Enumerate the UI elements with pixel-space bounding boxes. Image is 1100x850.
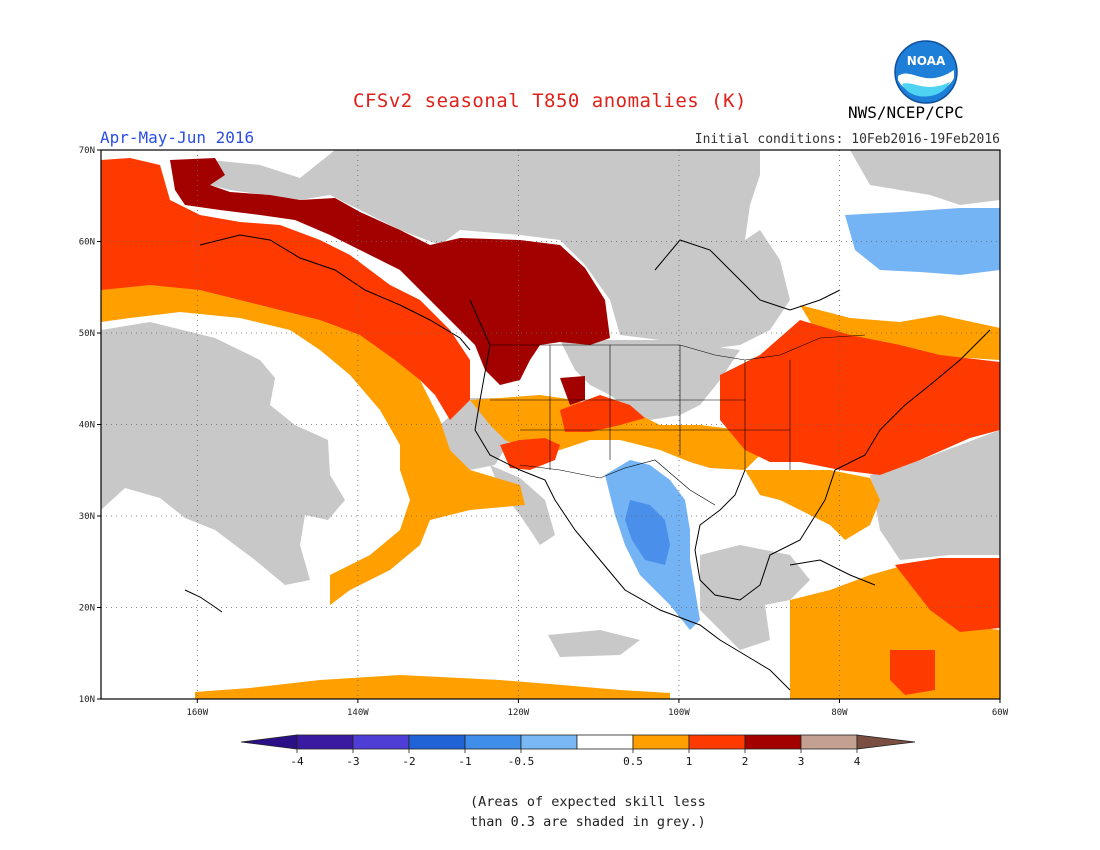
legend-swatch (408, 734, 466, 750)
coastlines (184, 234, 991, 691)
legend-swatch (464, 734, 522, 750)
legend-label: 0.5 (623, 755, 643, 768)
footnote-line-2: than 0.3 are shaded in grey.) (470, 814, 706, 830)
noaa-logo: NOAA (894, 40, 958, 104)
grey-east-pacific-small (548, 630, 640, 657)
darkred-plains (560, 376, 585, 405)
legend-label: -1 (458, 755, 471, 768)
longitude-ticks: 160W 140W 120W 100W 80W 60W (186, 699, 1009, 718)
lat-tick-label: 70N (79, 146, 95, 156)
lat-tick-label: 30N (79, 512, 95, 522)
coastline-gulf (694, 469, 826, 601)
lon-tick-label: 140W (347, 708, 369, 718)
orange-caribbean (790, 565, 1000, 699)
red-rockies (560, 395, 645, 432)
forecast-period: Apr-May-Jun 2016 (100, 128, 255, 147)
red-great-basin (500, 438, 560, 470)
coastline-alaska (199, 234, 471, 351)
lon-tick-label: 100W (668, 708, 690, 718)
legend-label: -0.5 (508, 755, 535, 768)
legend-label: 2 (742, 755, 749, 768)
orange-southern-strip (195, 675, 670, 699)
legend-swatch (744, 734, 802, 750)
us-mexico-border (519, 459, 716, 506)
legend-swatch (800, 734, 858, 750)
initial-conditions: Initial conditions: 10Feb2016-19Feb2016 (694, 132, 1000, 147)
legend-swatch (352, 734, 410, 750)
grey-atlantic-east (870, 430, 1000, 560)
lon-tick-label: 80W (831, 708, 848, 718)
lon-tick-label: 120W (508, 708, 530, 718)
lon-tick-label: 160W (186, 708, 208, 718)
political-boundaries (490, 334, 866, 506)
chart-title: CFSv2 seasonal T850 anomalies (K) (353, 90, 747, 112)
lat-tick-label: 20N (79, 604, 95, 614)
legend-label: 1 (686, 755, 693, 768)
orange-pacific-arc (101, 255, 525, 605)
lightblue-labrador (845, 208, 1000, 275)
legend-swatch (632, 734, 690, 750)
legend-label: 3 (798, 755, 805, 768)
lon-tick-label: 60W (992, 708, 1009, 718)
legend-label: -2 (402, 755, 415, 768)
grey-canada-north (210, 150, 790, 350)
warm-0.5-1-areas (101, 255, 1000, 699)
lat-tick-label: 50N (79, 329, 95, 339)
legend-low-arrow (240, 734, 298, 750)
grey-greenland-sw (850, 150, 1000, 205)
agency-label: NWS/NCEP/CPC (848, 103, 964, 122)
lat-tick-label: 40N (79, 421, 95, 431)
legend-swatch (576, 734, 634, 750)
red-caribbean-east (895, 558, 1000, 632)
logo-text: NOAA (907, 54, 946, 68)
lat-tick-label: 60N (79, 238, 95, 248)
grey-north-pacific-west (101, 322, 345, 585)
orange-west-us (470, 395, 760, 470)
coastline-hawaii (184, 589, 223, 613)
skill-footnote: (Areas of expected skill less than 0.3 a… (470, 792, 730, 832)
coastline-hudson-bay (654, 239, 841, 311)
warm-2-3-areas (170, 158, 610, 405)
coastline-cuba (789, 559, 876, 586)
latitude-ticks: 70N 60N 50N 40N 30N 20N 10N (79, 146, 101, 705)
coastline-atlantic (824, 329, 991, 501)
red-pacific-arc (101, 158, 470, 420)
legend-swatch (520, 734, 578, 750)
state-lines (490, 345, 791, 470)
legend-swatch (296, 734, 354, 750)
orange-ne-coast (800, 305, 1000, 360)
legend-swatch (688, 734, 746, 750)
legend-label: 4 (854, 755, 861, 768)
legend-high-arrow (856, 734, 916, 750)
footnote-line-1: (Areas of expected skill less (470, 794, 706, 810)
legend-label: -4 (290, 755, 304, 768)
red-puerto-rico-area (890, 650, 935, 695)
coastline-pacific (469, 299, 791, 691)
legend-label: -3 (346, 755, 359, 768)
darkred-alaska (170, 158, 610, 385)
grey-gulf (700, 545, 810, 650)
lat-tick-label: 10N (79, 695, 95, 705)
orange-southeast (745, 470, 880, 540)
us-canada-border (490, 334, 866, 361)
